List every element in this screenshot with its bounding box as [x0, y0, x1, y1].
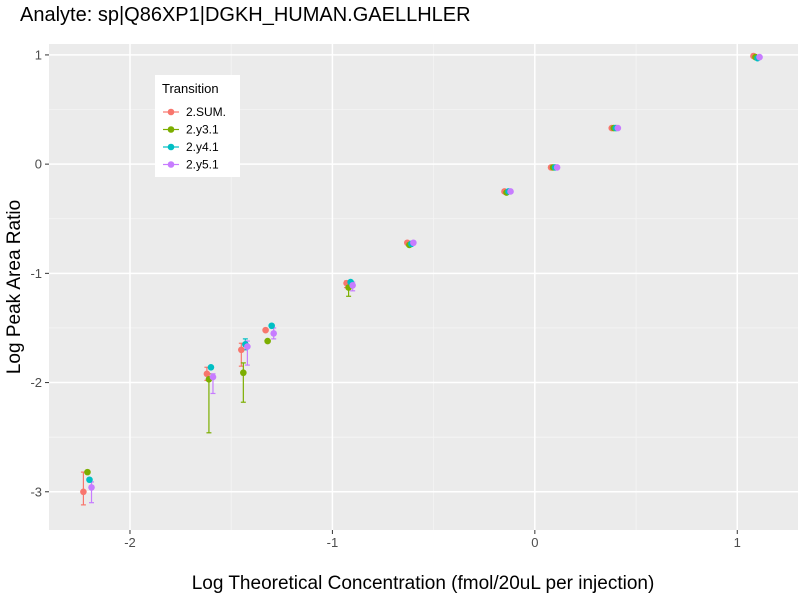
data-point [209, 373, 217, 381]
data-point [410, 239, 417, 247]
data-point [238, 346, 245, 354]
y-tick-label: -3 [30, 484, 42, 499]
data-point [80, 488, 87, 496]
data-point [84, 468, 91, 476]
legend-key-point [167, 126, 175, 133]
x-axis-ticks: -2 -1 0 1 [124, 530, 741, 550]
y-axis-title: Log Peak Area Ratio [4, 200, 25, 374]
legend-label: 2.y4.1 [186, 140, 219, 154]
data-point [268, 322, 275, 330]
data-point [614, 124, 622, 132]
legend-key-point [167, 143, 175, 151]
data-point [203, 370, 211, 378]
major-gridlines [49, 44, 798, 530]
x-tick-label: 1 [734, 535, 741, 550]
data-point [88, 484, 95, 491]
x-tick-label: -1 [327, 535, 339, 550]
legend: Transition 2.SUM. 2.y3.1 2.y4.1 2.y5.1 [155, 75, 240, 177]
legend-key-point [167, 108, 175, 116]
legend-key-point [167, 161, 175, 168]
legend-label: 2.y5.1 [186, 158, 219, 172]
data-point [264, 337, 271, 345]
y-tick-label: -1 [30, 266, 42, 281]
x-axis-title: Log Theoretical Concentration (fmol/20uL… [192, 573, 655, 594]
data-point [244, 343, 251, 350]
data-points [80, 52, 763, 496]
data-point [349, 282, 356, 289]
data-point [553, 164, 561, 171]
data-point [240, 369, 247, 377]
x-tick-label: 0 [531, 535, 538, 550]
data-point [262, 326, 269, 334]
data-point [86, 476, 93, 484]
data-point [507, 188, 514, 195]
legend-title: Transition [162, 81, 219, 96]
y-tick-label: 1 [35, 47, 42, 62]
data-point [207, 363, 215, 371]
legend-items: 2.SUM. 2.y3.1 2.y4.1 2.y5.1 [163, 105, 226, 172]
y-tick-label: -2 [30, 375, 42, 390]
chart-title: Analyte: sp|Q86XP1|DGKH_HUMAN.GAELLHLER [20, 4, 471, 26]
data-point [270, 330, 278, 337]
y-axis-ticks: -3 -2 -1 0 1 [30, 47, 49, 499]
legend-box [155, 75, 240, 177]
data-point [756, 53, 763, 61]
legend-label: 2.SUM. [186, 105, 226, 119]
legend-label: 2.y3.1 [186, 123, 219, 137]
x-tick-label: -2 [124, 535, 136, 550]
y-tick-label: 0 [35, 157, 42, 172]
